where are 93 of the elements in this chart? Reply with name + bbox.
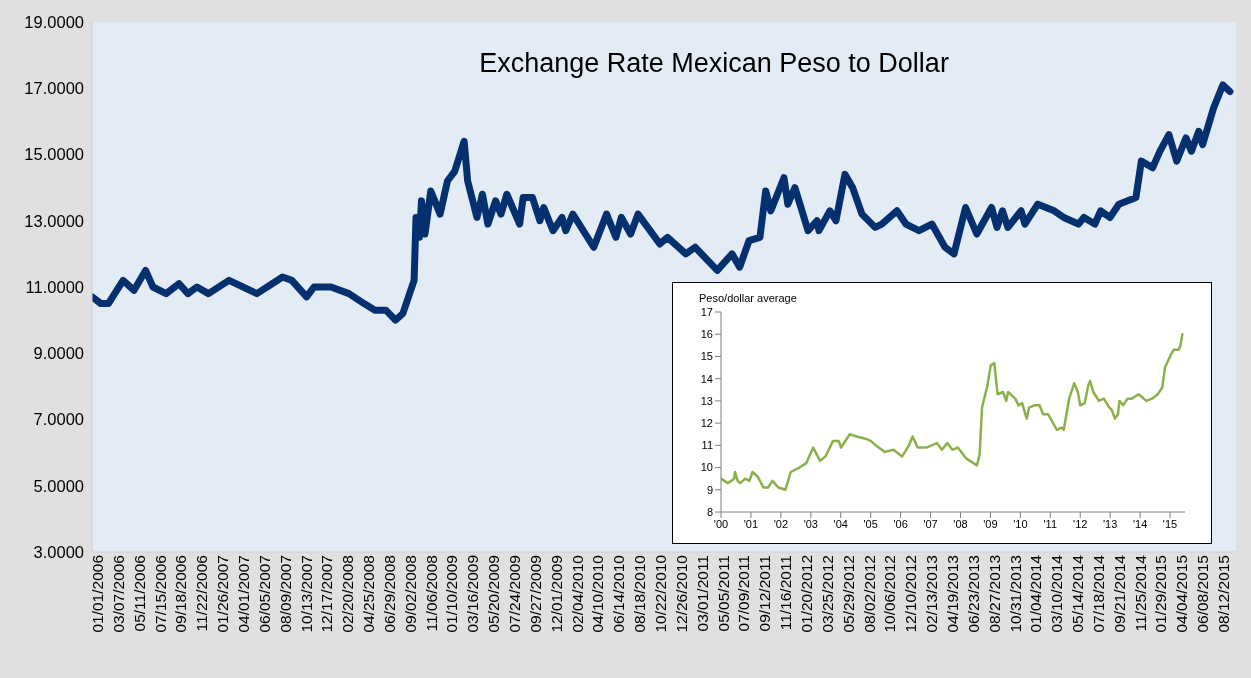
x-tick-label: 05/14/2014 xyxy=(1069,554,1087,633)
x-tick-label: 01/26/2007 xyxy=(214,555,232,633)
y-tick-label: 5.0000 xyxy=(33,476,84,495)
x-tick-label: '08 xyxy=(953,517,968,530)
y-tick-label: 11 xyxy=(701,439,713,452)
x-tick-label: 03/01/2011 xyxy=(693,555,711,632)
x-tick-label: 09/02/2008 xyxy=(401,555,419,633)
x-tick-label: 12/17/2007 xyxy=(318,555,336,633)
x-tick-label: 11/06/2008 xyxy=(422,555,440,632)
y-tick-label: 11.0000 xyxy=(25,277,84,296)
x-tick-label: 06/05/2007 xyxy=(255,555,273,633)
x-tick-label: 08/09/2007 xyxy=(276,555,294,633)
x-tick-label: '12 xyxy=(1073,517,1088,530)
x-tick-label: 08/02/2012 xyxy=(860,555,878,633)
y-tick-label: 13.0000 xyxy=(24,211,84,230)
x-tick-label: '05 xyxy=(863,517,878,530)
x-tick-label: '09 xyxy=(983,517,998,530)
x-tick-label: '10 xyxy=(1013,517,1028,530)
x-tick-label: 10/22/2010 xyxy=(652,554,670,633)
x-tick-label: '11 xyxy=(1043,517,1058,530)
y-tick-label: 14 xyxy=(700,372,713,385)
x-tick-label: 06/29/2008 xyxy=(380,555,398,633)
y-tick-label: 7.0000 xyxy=(33,410,84,429)
x-tick-label: 07/18/2014 xyxy=(1089,554,1107,633)
x-tick-label: 01/29/2015 xyxy=(1152,555,1170,633)
x-tick-label: 08/18/2010 xyxy=(631,554,649,633)
x-tick-label: 07/15/2006 xyxy=(151,555,169,633)
y-tick-label: 9.0000 xyxy=(33,344,84,363)
y-tick-label: 15 xyxy=(700,350,713,363)
x-tick-label: '03 xyxy=(803,517,818,530)
x-tick-label: 12/26/2010 xyxy=(672,554,690,633)
x-tick-label: 03/25/2012 xyxy=(818,555,836,633)
x-tick-label: 03/10/2014 xyxy=(1048,554,1066,633)
y-tick-label: 9 xyxy=(706,483,713,496)
y-tick-label: 8 xyxy=(706,505,713,518)
x-tick-label: '06 xyxy=(893,517,908,530)
x-tick-label: 04/19/2013 xyxy=(943,555,961,633)
x-tick-label: 05/29/2012 xyxy=(839,555,857,633)
x-tick-label: 04/25/2008 xyxy=(360,555,378,633)
x-tick-label: 04/04/2015 xyxy=(1173,555,1191,633)
y-tick-label: 16 xyxy=(700,328,713,341)
line-series xyxy=(721,332,1184,492)
x-tick-label: 10/31/2013 xyxy=(1006,555,1024,633)
y-tick-label: 17 xyxy=(700,305,713,318)
x-tick-label: 01/10/2009 xyxy=(443,555,461,633)
x-tick-label: 09/12/2011 xyxy=(756,555,774,632)
y-tick-label: 10 xyxy=(700,461,713,474)
x-tick-label: 07/24/2009 xyxy=(506,555,524,633)
x-tick-label: 01/01/2006 xyxy=(89,555,107,633)
x-tick-label: '02 xyxy=(773,517,789,530)
x-tick-label: 12/10/2012 xyxy=(902,555,920,633)
x-tick-label: '15 xyxy=(1162,517,1178,530)
x-tick-label: 10/06/2012 xyxy=(881,555,899,633)
x-tick-label: 03/16/2009 xyxy=(464,555,482,633)
x-tick-label: 08/12/2015 xyxy=(1215,555,1233,633)
y-tick-label: 17.0000 xyxy=(24,79,84,98)
x-tick-label: 12/01/2009 xyxy=(547,555,565,633)
x-tick-label: '00 xyxy=(713,517,729,530)
x-tick-label: 04/01/2007 xyxy=(234,555,252,633)
x-tick-label: 02/04/2010 xyxy=(568,554,586,633)
y-tick-label: 12 xyxy=(700,417,713,430)
x-tick-label: '04 xyxy=(833,517,848,530)
y-axis-title: Peso/dollar average xyxy=(699,292,797,304)
x-tick-label: 07/09/2011 xyxy=(735,555,753,632)
x-tick-label: 01/04/2014 xyxy=(1027,554,1045,633)
x-tick-label: '07 xyxy=(923,517,938,530)
x-tick-label: 08/27/2013 xyxy=(985,555,1003,633)
x-tick-label: 05/11/2006 xyxy=(130,555,148,632)
x-tick-label: 02/20/2008 xyxy=(339,555,357,633)
x-tick-label: '14 xyxy=(1132,517,1148,530)
x-tick-label: 10/13/2007 xyxy=(297,555,315,633)
x-tick-label: 04/10/2010 xyxy=(589,554,607,633)
y-tick-label: 15.0000 xyxy=(24,145,84,164)
x-tick-label: 11/16/2011 xyxy=(777,555,795,631)
text: Exchange Rate Mexican Peso to Dollar xyxy=(478,48,950,79)
x-tick-label: 02/13/2013 xyxy=(923,555,941,633)
x-tick-label: 05/05/2011 xyxy=(714,555,732,632)
x-tick-label: 06/08/2015 xyxy=(1194,555,1212,633)
x-tick-label: 06/23/2013 xyxy=(964,555,982,633)
x-tick-label: 09/21/2014 xyxy=(1110,554,1128,633)
x-tick-label: 03/07/2006 xyxy=(109,555,127,633)
x-tick-label: 09/27/2009 xyxy=(526,555,544,633)
x-tick-label: 09/18/2006 xyxy=(172,555,190,633)
x-tick-label: 06/14/2010 xyxy=(610,554,628,633)
x-tick-label: 01/20/2012 xyxy=(797,555,815,633)
y-tick-label: 19.0000 xyxy=(24,12,84,31)
x-tick-label: 05/20/2009 xyxy=(485,555,503,633)
x-tick-label: 11/22/2006 xyxy=(193,555,211,632)
x-tick-label: '13 xyxy=(1102,517,1118,530)
y-tick-label: 3.0000 xyxy=(33,542,84,561)
y-tick-label: 13 xyxy=(700,394,713,407)
x-tick-label: 11/25/2014 xyxy=(1131,554,1149,632)
x-tick-label: '01 xyxy=(743,517,759,530)
